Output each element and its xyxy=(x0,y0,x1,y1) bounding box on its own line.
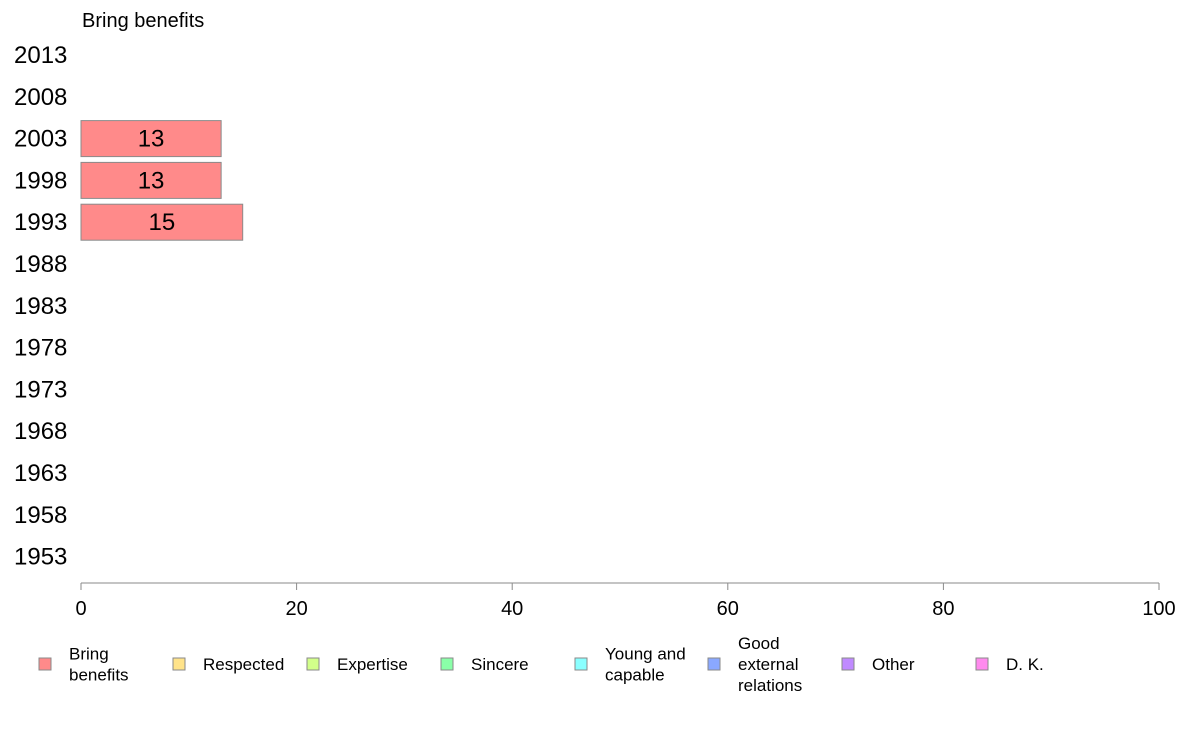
legend: Bring benefits Respected Expertise Sincere Yo… xyxy=(38,634,1044,695)
x-tick-label-20: 20 xyxy=(285,598,307,620)
legend-swatch-4 xyxy=(574,657,588,671)
bar-1998 xyxy=(80,161,222,199)
y-axis-labels: 2013 2008 2003 1998 1993 1988 1983 1978 1973 1968… xyxy=(14,42,67,571)
y-label-1958: 1958 xyxy=(14,502,67,529)
y-label-1988: 1988 xyxy=(14,251,67,278)
y-label-2008: 2008 xyxy=(14,84,67,111)
y-label-1963: 1963 xyxy=(14,460,67,487)
legend-label-3-0: Sincere xyxy=(471,655,529,674)
bars: 13 13 15 xyxy=(80,120,244,241)
legend-swatch-0 xyxy=(38,657,52,671)
x-tick-label-80: 80 xyxy=(932,598,954,620)
y-label-1998: 1998 xyxy=(14,167,67,194)
legend-label-1-0: Respected xyxy=(203,655,284,674)
bar-label-1993: 15 xyxy=(148,209,175,236)
legend-label-4-1: capable xyxy=(605,666,665,685)
x-tick-label-60: 60 xyxy=(717,598,739,620)
y-label-1983: 1983 xyxy=(14,293,67,320)
legend-label-2-0: Expertise xyxy=(337,655,408,674)
x-tick-label-100: 100 xyxy=(1142,598,1175,620)
legend-swatch-1 xyxy=(172,657,186,671)
y-label-2003: 2003 xyxy=(14,126,67,153)
legend-label-0-0: Bring xyxy=(69,645,109,664)
bar-label-1998: 13 xyxy=(138,167,165,194)
legend-label-5-1: external xyxy=(738,655,798,674)
y-label-1953: 1953 xyxy=(14,544,67,571)
legend-label-6-0: Other xyxy=(872,655,915,674)
bar-2003 xyxy=(80,120,222,158)
y-label-1993: 1993 xyxy=(14,209,67,236)
legend-label-4-0: Young and xyxy=(605,645,686,664)
legend-swatch-7 xyxy=(975,657,989,671)
y-label-1978: 1978 xyxy=(14,335,67,362)
x-tick-label-0: 0 xyxy=(75,598,86,620)
legend-swatch-5 xyxy=(707,657,721,671)
legend-label-7-0: D. K. xyxy=(1006,655,1044,674)
x-axis: 0 20 40 60 80 100 xyxy=(75,582,1176,620)
y-label-1968: 1968 xyxy=(14,418,67,445)
panel-title: Bring benefits xyxy=(82,10,204,32)
x-tick-label-40: 40 xyxy=(501,598,523,620)
y-label-1973: 1973 xyxy=(14,376,67,403)
legend-label-5-2: relations xyxy=(738,676,802,695)
legend-label-5-0: Good xyxy=(738,634,780,653)
bar-1993 xyxy=(80,203,244,241)
y-label-2013: 2013 xyxy=(14,42,67,69)
legend-label-0-1: benefits xyxy=(69,666,129,685)
bar-label-2003: 13 xyxy=(138,126,165,153)
legend-swatch-3 xyxy=(440,657,454,671)
legend-swatch-6 xyxy=(841,657,855,671)
legend-swatch-2 xyxy=(306,657,320,671)
